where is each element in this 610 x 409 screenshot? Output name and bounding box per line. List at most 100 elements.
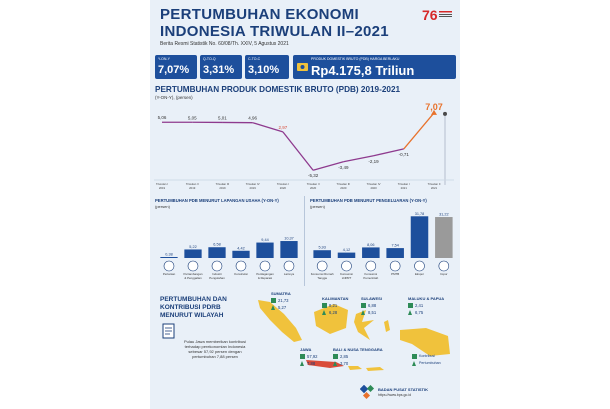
category-icon <box>365 260 377 272</box>
x-tick-label: 2019 <box>219 186 226 190</box>
category-label: Pengolahan <box>209 276 225 280</box>
category-icon <box>389 260 401 272</box>
category-icon <box>414 260 425 272</box>
series-segment <box>252 122 284 133</box>
kontribusi-marker <box>322 303 327 308</box>
bar <box>160 257 178 258</box>
x-tick-label: 2019 <box>250 186 257 190</box>
stat-yoy-label: Y-ON-Y <box>158 57 170 61</box>
category-label: Konsumsi <box>364 272 377 276</box>
bar <box>362 247 380 258</box>
data-label: -0,71 <box>399 152 410 157</box>
category-label: Konstruksi <box>234 272 248 276</box>
stat-qtq: Q-TO-Q 3,31% <box>200 55 242 79</box>
x-tick-label: Triwulan III <box>216 182 230 186</box>
series-segment <box>282 131 314 171</box>
series-segment <box>403 112 435 150</box>
region-bali-nt-name: BALI & NUSA TENGGARA <box>333 347 383 352</box>
data-label: -2,19 <box>368 159 379 164</box>
category-icon <box>341 260 352 272</box>
bar <box>208 247 226 258</box>
footer-org: BADAN PUSAT STATISTIK <box>378 387 428 392</box>
bar-value-label: 5,22 <box>189 245 196 249</box>
data-label: 5,06 <box>158 115 167 120</box>
subtitle: Berita Resmi Statistik No. 60/08/Th. XXI… <box>160 41 289 47</box>
bar <box>232 250 250 258</box>
region-sulawesi-pertumbuhan: 8,51 <box>368 310 377 315</box>
category-icon <box>163 260 175 272</box>
data-label: -3,49 <box>338 165 349 170</box>
stat-yoy-value: 7,07% <box>158 64 190 76</box>
bar <box>280 241 298 258</box>
pertumbuhan-marker <box>408 310 412 315</box>
pertumbuhan-marker <box>322 310 326 315</box>
title-line-2: INDONESIA TRIWULAN II–2021 <box>160 23 389 40</box>
region-sulawesi-name: SULAWESI <box>361 296 382 301</box>
category-label: & Penggalian <box>184 276 202 280</box>
bps-logo-icon <box>360 385 375 400</box>
stat-qtq-value: 3,31% <box>203 64 235 76</box>
bar-value-label: 4,12 <box>343 248 350 252</box>
region-jawa-name: JAWA <box>300 347 312 352</box>
category-icon <box>438 260 450 272</box>
x-tick-label: 2020 <box>340 186 347 190</box>
person-head <box>443 111 447 116</box>
logo-number: 76 <box>422 7 438 23</box>
sector-bar-chart: 0,38 Pertanian 5,22 Pertambangan& Penggalia… <box>160 237 298 280</box>
x-tick-label: 2020 <box>280 186 287 190</box>
data-label: -5,32 <box>308 173 319 178</box>
expenditure-chart-unit: (persen) <box>310 204 325 209</box>
series-segment <box>373 148 404 157</box>
x-tick-label: Triwulan I <box>398 182 410 186</box>
x-tick-label: 2020 <box>370 186 377 190</box>
footer-url: https://www.bps.go.id <box>378 393 412 397</box>
bar <box>435 217 453 258</box>
gdp-label: PRODUK DOMESTIK BRUTO (PDB) HARGA BERLAK… <box>311 57 400 61</box>
expenditure-chart-title: PERTUMBUHAN PDB MENURUT PENGELUARAN (Y-O… <box>310 198 427 203</box>
kontribusi-marker <box>333 354 338 359</box>
region-jawa-kontribusi: 57,92 <box>307 354 318 359</box>
category-icon <box>187 260 199 272</box>
stat-ctc-label: C-TO-C <box>248 57 261 61</box>
x-tick-label: Triwulan II <box>186 182 199 186</box>
x-tick-label: 2020 <box>310 186 317 190</box>
bar <box>410 216 429 258</box>
region-bali-nt-pertumbuhan: 3,70 <box>340 361 349 366</box>
kontribusi-marker <box>361 303 366 308</box>
region-kalimantan-pertumbuhan: 6,28 <box>329 310 338 315</box>
data-label: 5,01 <box>218 115 227 120</box>
x-tick-label: Triwulan IV <box>246 182 260 186</box>
category-label: Perdagangan <box>256 272 274 276</box>
pertumbuhan-marker <box>333 361 337 366</box>
category-label: Pertanian <box>163 272 176 276</box>
x-tick-label: Triwulan I <box>156 182 168 186</box>
series-segment <box>343 155 374 163</box>
bar-value-label: 5,93 <box>318 246 325 250</box>
bar-value-label: 8,06 <box>367 243 374 247</box>
bar-value-label: 9,44 <box>261 238 268 242</box>
line-chart-ylabel: (Y-ON-Y), (persen) <box>155 95 193 100</box>
bar-value-label: 0,38 <box>165 253 172 257</box>
series-segment <box>312 161 344 171</box>
bar-value-label: 6,58 <box>213 243 220 247</box>
x-tick-label: 2019 <box>189 186 196 190</box>
stat-ctc-value: 3,10% <box>248 64 280 76</box>
line-chart-title: PERTUMBUHAN PRODUK DOMESTIK BRUTO (PDB) … <box>155 85 401 94</box>
region-sumatra-name: SUMATRA <box>271 291 291 296</box>
region-maluku-papua-pertumbuhan: 6,75 <box>415 310 424 315</box>
legend-kontribusi-marker <box>412 354 417 359</box>
category-icon <box>259 260 271 272</box>
region-maluku-papua-kontribusi: 2,41 <box>415 303 424 308</box>
bar-value-label: 7,54 <box>391 244 398 248</box>
category-label: LNPRT <box>342 276 352 280</box>
data-label: 2,97 <box>279 125 288 130</box>
region-title-2: KONTRIBUSI PDRB <box>160 304 221 311</box>
category-label: PMTB <box>391 272 399 276</box>
sector-chart-title: PERTUMBUHAN PDB MENURUT LAPANGAN USAHA (… <box>155 198 279 203</box>
bar-value-label: 31,22 <box>439 213 449 217</box>
gdp-value: Rp4.175,8 Triliun <box>311 63 415 78</box>
x-tick-label: 2021 <box>431 186 438 190</box>
category-label: Konsumsi <box>340 272 353 276</box>
